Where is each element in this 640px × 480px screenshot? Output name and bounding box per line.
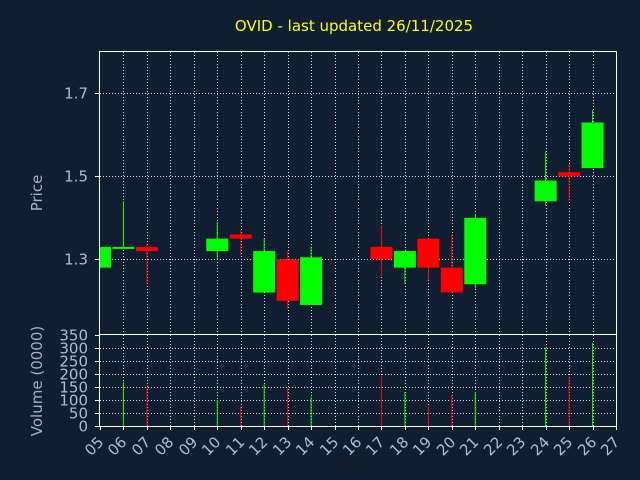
price-axis: 1.3 1.5 1.7	[64, 85, 100, 269]
candle-body	[300, 257, 323, 305]
volume-bars	[122, 342, 594, 426]
day-tick-label: 25	[550, 433, 576, 459]
price-tick-label: 1.7	[64, 85, 88, 103]
candle-body	[393, 251, 416, 268]
day-axis: 0506070809101112131415161718192021222324…	[81, 426, 623, 459]
price-tick-label: 1.3	[64, 251, 88, 269]
volume-grid	[100, 335, 616, 426]
day-tick-label: 08	[151, 433, 177, 459]
candle-body	[581, 122, 604, 169]
day-tick-label: 17	[362, 433, 388, 459]
volume-tick-label: 100	[59, 392, 88, 410]
candle-body	[370, 246, 393, 260]
volume-tick-label: 250	[59, 353, 88, 371]
day-tick-label: 27	[597, 433, 623, 459]
day-tick-label: 19	[409, 433, 435, 459]
price-axis-label: Price	[28, 175, 46, 212]
volume-axis-label: Volume (0000)	[28, 326, 46, 436]
candle-body	[558, 172, 581, 177]
candle-body	[253, 251, 276, 293]
x-axis-label: Day	[333, 457, 363, 475]
candles	[99, 110, 604, 310]
candle-body	[135, 246, 158, 252]
day-tick-label: 12	[245, 433, 271, 459]
price-tick-label: 1.5	[64, 168, 88, 186]
volume-tick-label: 50	[69, 405, 88, 423]
volume-tick-label: 150	[59, 379, 88, 397]
candle-body	[417, 238, 440, 268]
day-tick-label: 23	[503, 433, 529, 459]
volume-tick-label: 200	[59, 366, 88, 384]
candle-body	[464, 217, 487, 285]
volume-tick-label: 0	[78, 418, 88, 436]
day-tick-label: 14	[292, 433, 318, 459]
candle-body	[206, 238, 229, 252]
candle-body	[229, 234, 252, 239]
candle-body	[100, 246, 111, 268]
day-tick-label: 06	[104, 433, 130, 459]
day-tick-label: 21	[456, 433, 482, 459]
volume-tick-label: 300	[59, 340, 88, 358]
candle-body	[276, 259, 299, 301]
candle-body	[112, 246, 135, 249]
day-tick-label: 10	[198, 433, 224, 459]
chart-title: OVID - last updated 26/11/2025	[235, 17, 473, 35]
candle-body	[534, 180, 557, 202]
volume-tick-label: 350	[59, 327, 88, 345]
candle-body	[440, 267, 463, 293]
